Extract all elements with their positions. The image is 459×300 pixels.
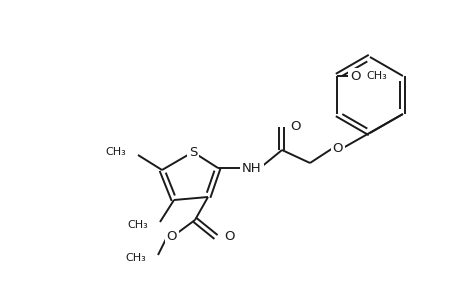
Text: S: S bbox=[188, 146, 197, 158]
Text: CH₃: CH₃ bbox=[127, 220, 148, 230]
Text: CH₃: CH₃ bbox=[365, 71, 386, 81]
Text: CH₃: CH₃ bbox=[105, 147, 126, 157]
Text: O: O bbox=[332, 142, 342, 154]
Text: O: O bbox=[224, 230, 234, 244]
Text: O: O bbox=[289, 121, 300, 134]
Text: O: O bbox=[349, 70, 359, 83]
Text: CH₃: CH₃ bbox=[125, 253, 146, 263]
Text: O: O bbox=[166, 230, 177, 244]
Text: NH: NH bbox=[241, 161, 261, 175]
